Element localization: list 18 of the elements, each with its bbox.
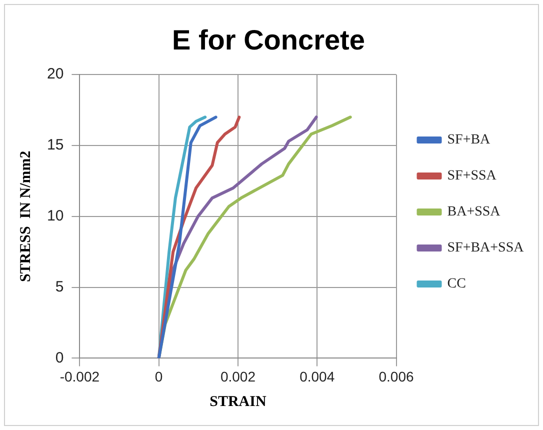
legend-label: BA+SSA <box>447 204 502 220</box>
x-tick-label: 0.006 <box>378 368 414 384</box>
x-tick-label: 0.004 <box>300 368 335 384</box>
y-tick-label: 5 <box>55 278 64 296</box>
x-tick-label: 0 <box>154 368 163 384</box>
legend-label: SF+BA <box>447 132 492 148</box>
y-tick-label: 10 <box>46 208 64 225</box>
y-tick-label: 0 <box>55 349 64 366</box>
y-tick-label: 15 <box>46 136 64 154</box>
y-tick-label: 20 <box>46 66 64 83</box>
legend-label: SF+BA+SSA <box>447 240 525 256</box>
legend-label: CC <box>447 276 466 292</box>
legend-label: SF+SSA <box>447 168 498 184</box>
y-axis-title: STRESS IN N/mm2 <box>18 150 34 282</box>
x-tick-label: -0.002 <box>60 368 100 384</box>
x-tick-label: 0.002 <box>220 368 256 384</box>
x-axis-title: STRAIN <box>210 394 266 410</box>
chart-title: E for Concrete <box>172 24 365 56</box>
